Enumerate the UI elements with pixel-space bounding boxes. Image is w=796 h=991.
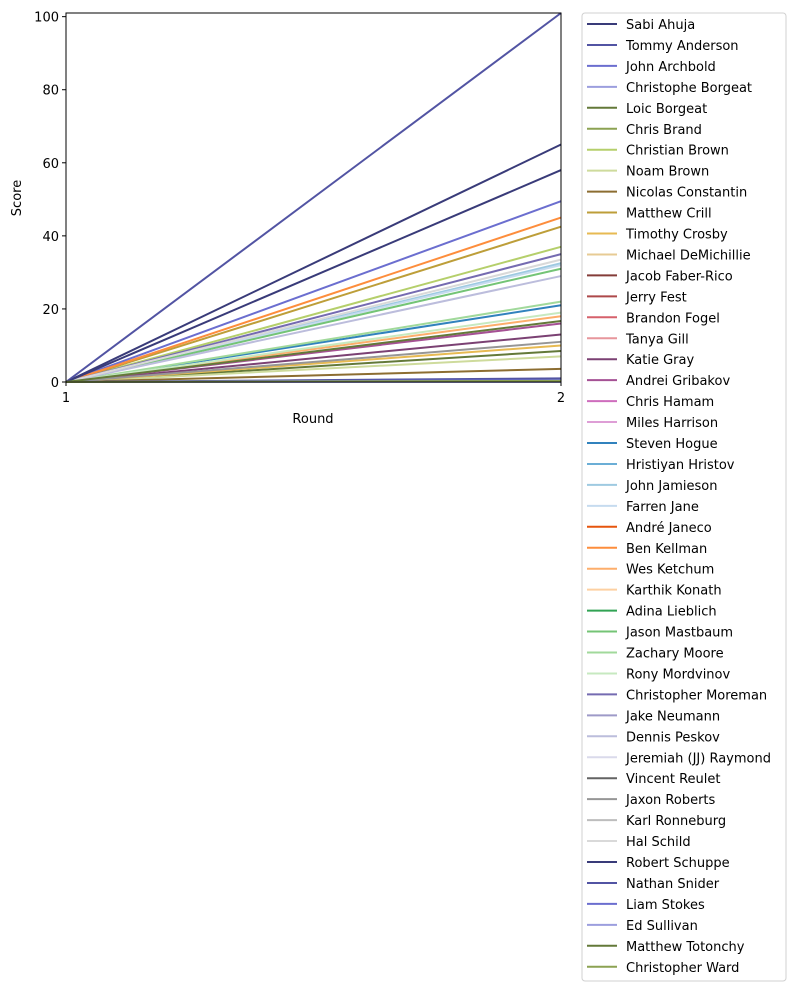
x-tick-label: 1 bbox=[62, 391, 70, 406]
legend-entry: Adina Lieblich bbox=[626, 605, 717, 620]
legend-entry: Andrei Gribakov bbox=[626, 374, 730, 389]
legend-entry: Chris Brand bbox=[626, 123, 702, 138]
series-line bbox=[65, 319, 562, 383]
legend-entry: Nathan Snider bbox=[626, 877, 720, 892]
legend-entry: Timothy Crosby bbox=[625, 228, 728, 243]
y-tick-label: 0 bbox=[51, 376, 59, 391]
legend-entry: Karl Ronneburg bbox=[626, 814, 726, 829]
legend: Sabi Ahuja Tommy Anderson John Archbold Chr… bbox=[581, 12, 787, 982]
legend-entry: Ed Sullivan bbox=[626, 919, 698, 934]
series-line bbox=[65, 258, 562, 383]
legend-entry: Brandon Fogel bbox=[626, 311, 720, 326]
legend-entry: Katie Gray bbox=[626, 353, 694, 368]
y-tick-label: 80 bbox=[42, 84, 59, 99]
legend-entry: Noam Brown bbox=[626, 165, 709, 180]
y-tick-label: 60 bbox=[42, 157, 59, 172]
legend-entry: Jacob Faber-Rico bbox=[625, 269, 733, 284]
legend-entry: Steven Hogue bbox=[626, 437, 718, 452]
legend-entry: Jerry Fest bbox=[625, 290, 687, 305]
legend-entry: Jake Neumann bbox=[625, 709, 720, 724]
legend-entry: Dennis Peskov bbox=[626, 730, 720, 745]
legend-entry: Liam Stokes bbox=[626, 898, 705, 913]
series-line bbox=[65, 143, 562, 383]
series-line bbox=[65, 267, 562, 383]
legend-entry: Rony Mordvinov bbox=[626, 667, 731, 682]
legend-entry: Robert Schuppe bbox=[626, 856, 730, 871]
legend-entry: Farren Jane bbox=[626, 500, 699, 515]
legend-entry: Zachary Moore bbox=[626, 647, 724, 662]
legend-entry: Vincent Reulet bbox=[626, 772, 720, 787]
legend-entry: Karthik Konath bbox=[626, 584, 722, 599]
series-line bbox=[65, 12, 562, 383]
legend-entry: Michael DeMichillie bbox=[626, 248, 751, 263]
legend-entry: Christopher Ward bbox=[626, 961, 739, 976]
legend-entry: Nicolas Constantin bbox=[626, 186, 747, 201]
y-tick-label: 100 bbox=[34, 11, 59, 26]
legend-entry: Matthew Totonchy bbox=[626, 940, 745, 955]
legend-entry: Loic Borgeat bbox=[626, 102, 707, 117]
legend-entry: Hal Schild bbox=[626, 835, 691, 850]
series-line bbox=[65, 311, 562, 383]
legend-entry: Chris Hamam bbox=[626, 395, 714, 410]
y-axis-label: Score bbox=[10, 180, 25, 216]
legend-entry: Christophe Borgeat bbox=[626, 81, 752, 96]
legend-frame bbox=[581, 12, 787, 982]
legend-entry: Tanya Gill bbox=[625, 332, 689, 347]
legend-entry: Ben Kellman bbox=[626, 542, 707, 557]
y-axis: 0 20 40 60 80 100 bbox=[34, 11, 66, 391]
series-line bbox=[65, 169, 562, 383]
series-line bbox=[65, 216, 562, 383]
legend-entry: Christian Brown bbox=[626, 144, 729, 159]
series-line bbox=[65, 340, 562, 383]
legend-entry: John Jamieson bbox=[625, 479, 717, 494]
plot-frame bbox=[65, 12, 562, 383]
series-line bbox=[65, 355, 562, 383]
legend-entry: André Janeco bbox=[626, 521, 712, 536]
y-tick-label: 40 bbox=[42, 230, 59, 245]
series-line bbox=[65, 200, 562, 383]
y-tick-label: 20 bbox=[42, 303, 59, 318]
legend-entry: Jaxon Roberts bbox=[625, 793, 716, 808]
legend-entry: Jeremiah (JJ) Raymond bbox=[625, 751, 771, 766]
series-line bbox=[65, 333, 562, 383]
legend-entry: Wes Ketchum bbox=[626, 563, 714, 578]
series-line bbox=[65, 300, 562, 383]
series-line bbox=[65, 245, 562, 383]
legend-entry: Christopher Moreman bbox=[626, 688, 767, 703]
series-lines bbox=[65, 12, 562, 383]
legend-entry: Matthew Crill bbox=[626, 207, 712, 222]
x-tick-label: 2 bbox=[557, 391, 565, 406]
series-line bbox=[65, 367, 562, 383]
series-line bbox=[65, 225, 562, 383]
legend-entry: Miles Harrison bbox=[626, 416, 718, 431]
legend-entry: Hristiyan Hristov bbox=[626, 458, 735, 473]
legend-entry: Jason Mastbaum bbox=[625, 626, 733, 641]
legend-entry: Sabi Ahuja bbox=[626, 18, 695, 33]
legend-entry: Tommy Anderson bbox=[625, 39, 739, 54]
legend-entry: John Archbold bbox=[625, 60, 716, 75]
x-axis-label: Round bbox=[292, 412, 333, 427]
series-line bbox=[65, 275, 562, 383]
